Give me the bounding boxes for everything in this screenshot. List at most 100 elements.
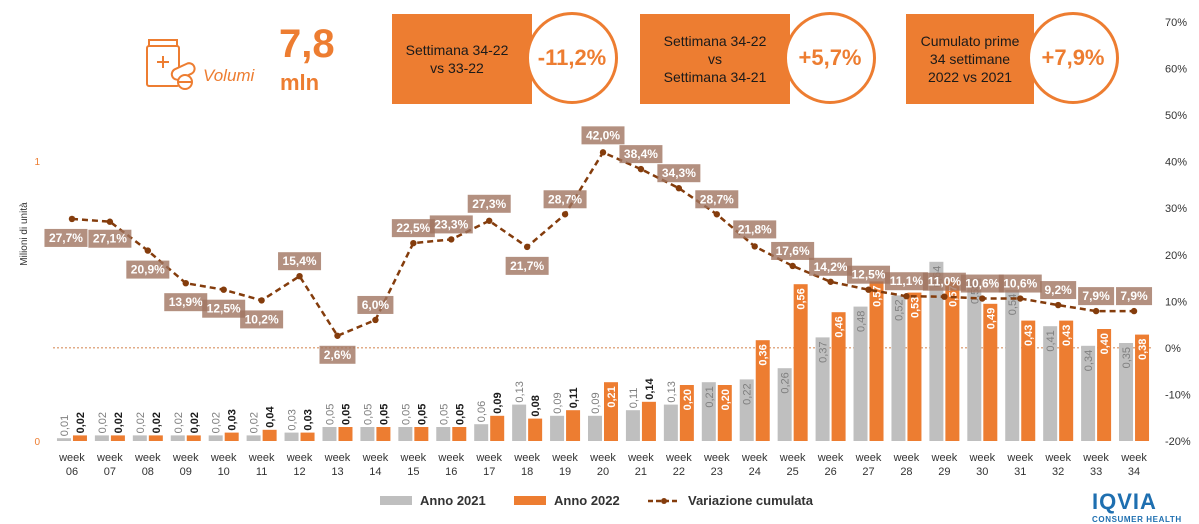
- point-label: 28,7%: [548, 192, 582, 206]
- x-tick-label: week: [551, 452, 578, 464]
- point-label-bg: [429, 215, 473, 234]
- point-label-bg: [319, 345, 356, 364]
- bar-label-anno2021: 0,02: [97, 412, 109, 433]
- point-label-bg: [695, 190, 739, 209]
- point-variazione: [827, 278, 834, 285]
- x-tick-label: 11: [256, 466, 267, 478]
- point-label-bg: [543, 190, 587, 209]
- bar-anno2021: [815, 337, 830, 441]
- header-value-cumulative: +7,9%: [1027, 12, 1119, 104]
- bar-label-anno2022: 0,02: [189, 412, 201, 433]
- x-tick-label: week: [400, 452, 427, 464]
- bar-label-anno2022: 0,09: [492, 392, 504, 413]
- bar-anno2022: [1135, 334, 1150, 441]
- point-label: 10,6%: [1003, 277, 1037, 291]
- legend-item-anno2022: Anno 2022: [514, 493, 620, 508]
- x-tick-label: week: [931, 452, 958, 464]
- point-label-bg: [1040, 281, 1077, 300]
- point-label-bg: [581, 126, 625, 145]
- point-label: 2,6%: [324, 348, 352, 362]
- point-label: 6,0%: [362, 298, 390, 312]
- x-tick-label: week: [362, 452, 389, 464]
- bar-anno2021: [474, 424, 489, 441]
- bar-anno2022: [300, 432, 315, 441]
- legend-swatch-variazione: [648, 497, 680, 504]
- bar-label-anno2021: 0,06: [476, 401, 488, 422]
- bar-label-anno2022: 0,04: [265, 406, 277, 428]
- brand-name: IQVIA: [1092, 489, 1157, 514]
- point-label: 7,9%: [1082, 289, 1110, 303]
- point-variazione: [599, 149, 607, 156]
- x-tick-label: 32: [1052, 466, 1064, 478]
- bar-label-anno2022: 0,02: [75, 412, 87, 433]
- y-axis-label: Milioni di unità: [19, 202, 30, 266]
- point-label: 22,5%: [396, 221, 430, 235]
- point-label-bg: [809, 257, 853, 276]
- bar-label-anno2021: 0,52: [893, 299, 905, 320]
- point-variazione: [258, 297, 265, 304]
- bar-label-anno2022: 0,02: [113, 412, 125, 433]
- x-tick-label: week: [210, 452, 237, 464]
- point-variazione: [675, 185, 683, 192]
- x-tick-label: 31: [1014, 466, 1026, 478]
- point-variazione: [220, 286, 227, 293]
- x-tick-label: week: [817, 452, 844, 464]
- x-tick-label: 07: [104, 466, 116, 478]
- bar-anno2021: [891, 295, 906, 441]
- y2-tick-label: -10%: [1165, 389, 1191, 401]
- bar-anno2022: [717, 385, 732, 441]
- x-tick-label: 33: [1090, 466, 1102, 478]
- x-tick-label: 30: [976, 466, 988, 478]
- x-tick-label: week: [1006, 452, 1033, 464]
- bar-anno2021: [853, 306, 868, 441]
- bar-anno2021: [1081, 345, 1096, 441]
- kpi-unit: mln: [280, 70, 320, 95]
- point-label: 27,7%: [49, 231, 83, 245]
- x-tick-label: week: [627, 452, 654, 464]
- kpi-label: Volumi: [203, 66, 255, 85]
- x-tick-label: week: [172, 452, 199, 464]
- bar-label-anno2021: 0,13: [666, 381, 678, 402]
- point-label-bg: [960, 274, 1004, 293]
- bar-anno2021: [208, 435, 223, 441]
- point-variazione: [941, 293, 948, 300]
- header-label-cumulative: Cumulato prime 34 settimane 2022 vs 2021: [920, 33, 1020, 85]
- bar-anno2022: [945, 281, 960, 441]
- x-tick-label: 29: [938, 466, 950, 478]
- x-tick-label: week: [1044, 452, 1071, 464]
- x-tick-label: 21: [635, 466, 647, 478]
- point-label: 12,5%: [852, 268, 886, 282]
- point-label: 27,3%: [472, 197, 506, 211]
- x-tick-label: week: [248, 452, 275, 464]
- point-variazione: [106, 218, 114, 225]
- bar-anno2021: [284, 432, 299, 441]
- bar-label-anno2022: 0,05: [454, 404, 466, 425]
- point-label-bg: [998, 274, 1042, 293]
- point-variazione: [561, 211, 569, 218]
- x-tick-label: 25: [787, 466, 799, 478]
- bar-label-anno2021: 0,03: [287, 409, 299, 430]
- bar-anno2021: [436, 427, 451, 441]
- point-label-bg: [202, 299, 246, 318]
- bar-anno2022: [831, 312, 846, 441]
- point-variazione: [410, 239, 417, 247]
- bar-label-anno2022: 0,05: [378, 404, 390, 425]
- point-label: 38,4%: [624, 147, 658, 161]
- bar-anno2021: [94, 435, 109, 441]
- point-label-bg: [619, 145, 663, 164]
- point-label: 9,2%: [1044, 283, 1072, 297]
- point-label-bg: [357, 295, 394, 314]
- bar-label-anno2022: 0,43: [1023, 325, 1035, 346]
- x-tick-label: 08: [142, 466, 154, 478]
- bar-label-anno2021: 0,11: [628, 388, 640, 409]
- bar-label-anno2021: 0,05: [362, 404, 374, 425]
- bar-label-anno2021: 0,05: [324, 404, 336, 425]
- x-tick-label: 19: [559, 466, 571, 478]
- bar-label-anno2022: 0,46: [834, 316, 846, 337]
- point-label-bg: [126, 260, 170, 279]
- point-label: 23,3%: [434, 217, 468, 231]
- x-tick-label: week: [779, 452, 806, 464]
- bar-label-anno2021: 0,13: [514, 381, 526, 402]
- x-tick-label: 27: [862, 466, 874, 478]
- bar-anno2022: [755, 340, 770, 441]
